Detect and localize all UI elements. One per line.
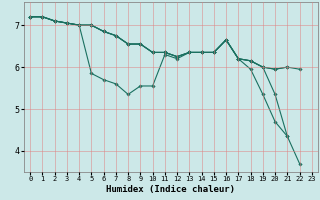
X-axis label: Humidex (Indice chaleur): Humidex (Indice chaleur) bbox=[107, 185, 236, 194]
